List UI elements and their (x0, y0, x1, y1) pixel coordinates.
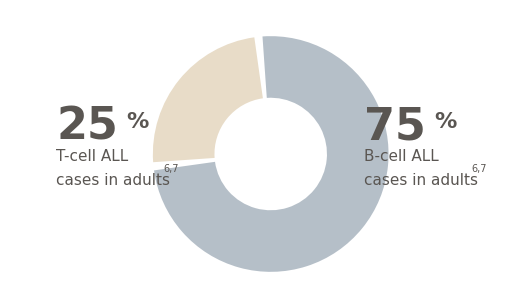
Text: %: % (434, 112, 457, 132)
Text: B-cell ALL: B-cell ALL (365, 149, 439, 164)
Text: cases in adults: cases in adults (57, 173, 171, 188)
Text: 6,7: 6,7 (472, 164, 487, 174)
Text: %: % (126, 112, 149, 132)
Text: 75: 75 (365, 106, 426, 149)
Text: 6,7: 6,7 (164, 164, 179, 174)
Wedge shape (153, 37, 263, 162)
Wedge shape (154, 36, 388, 272)
Text: 25: 25 (57, 106, 119, 149)
Text: T-cell ALL: T-cell ALL (57, 149, 129, 164)
Text: cases in adults: cases in adults (365, 173, 478, 188)
